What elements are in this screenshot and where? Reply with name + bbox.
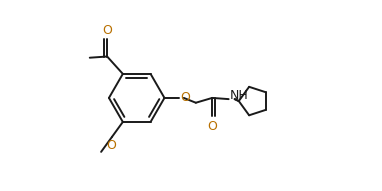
Text: NH: NH bbox=[230, 89, 248, 102]
Text: O: O bbox=[207, 120, 217, 133]
Text: O: O bbox=[102, 24, 112, 37]
Text: O: O bbox=[180, 91, 190, 104]
Text: O: O bbox=[106, 139, 116, 152]
